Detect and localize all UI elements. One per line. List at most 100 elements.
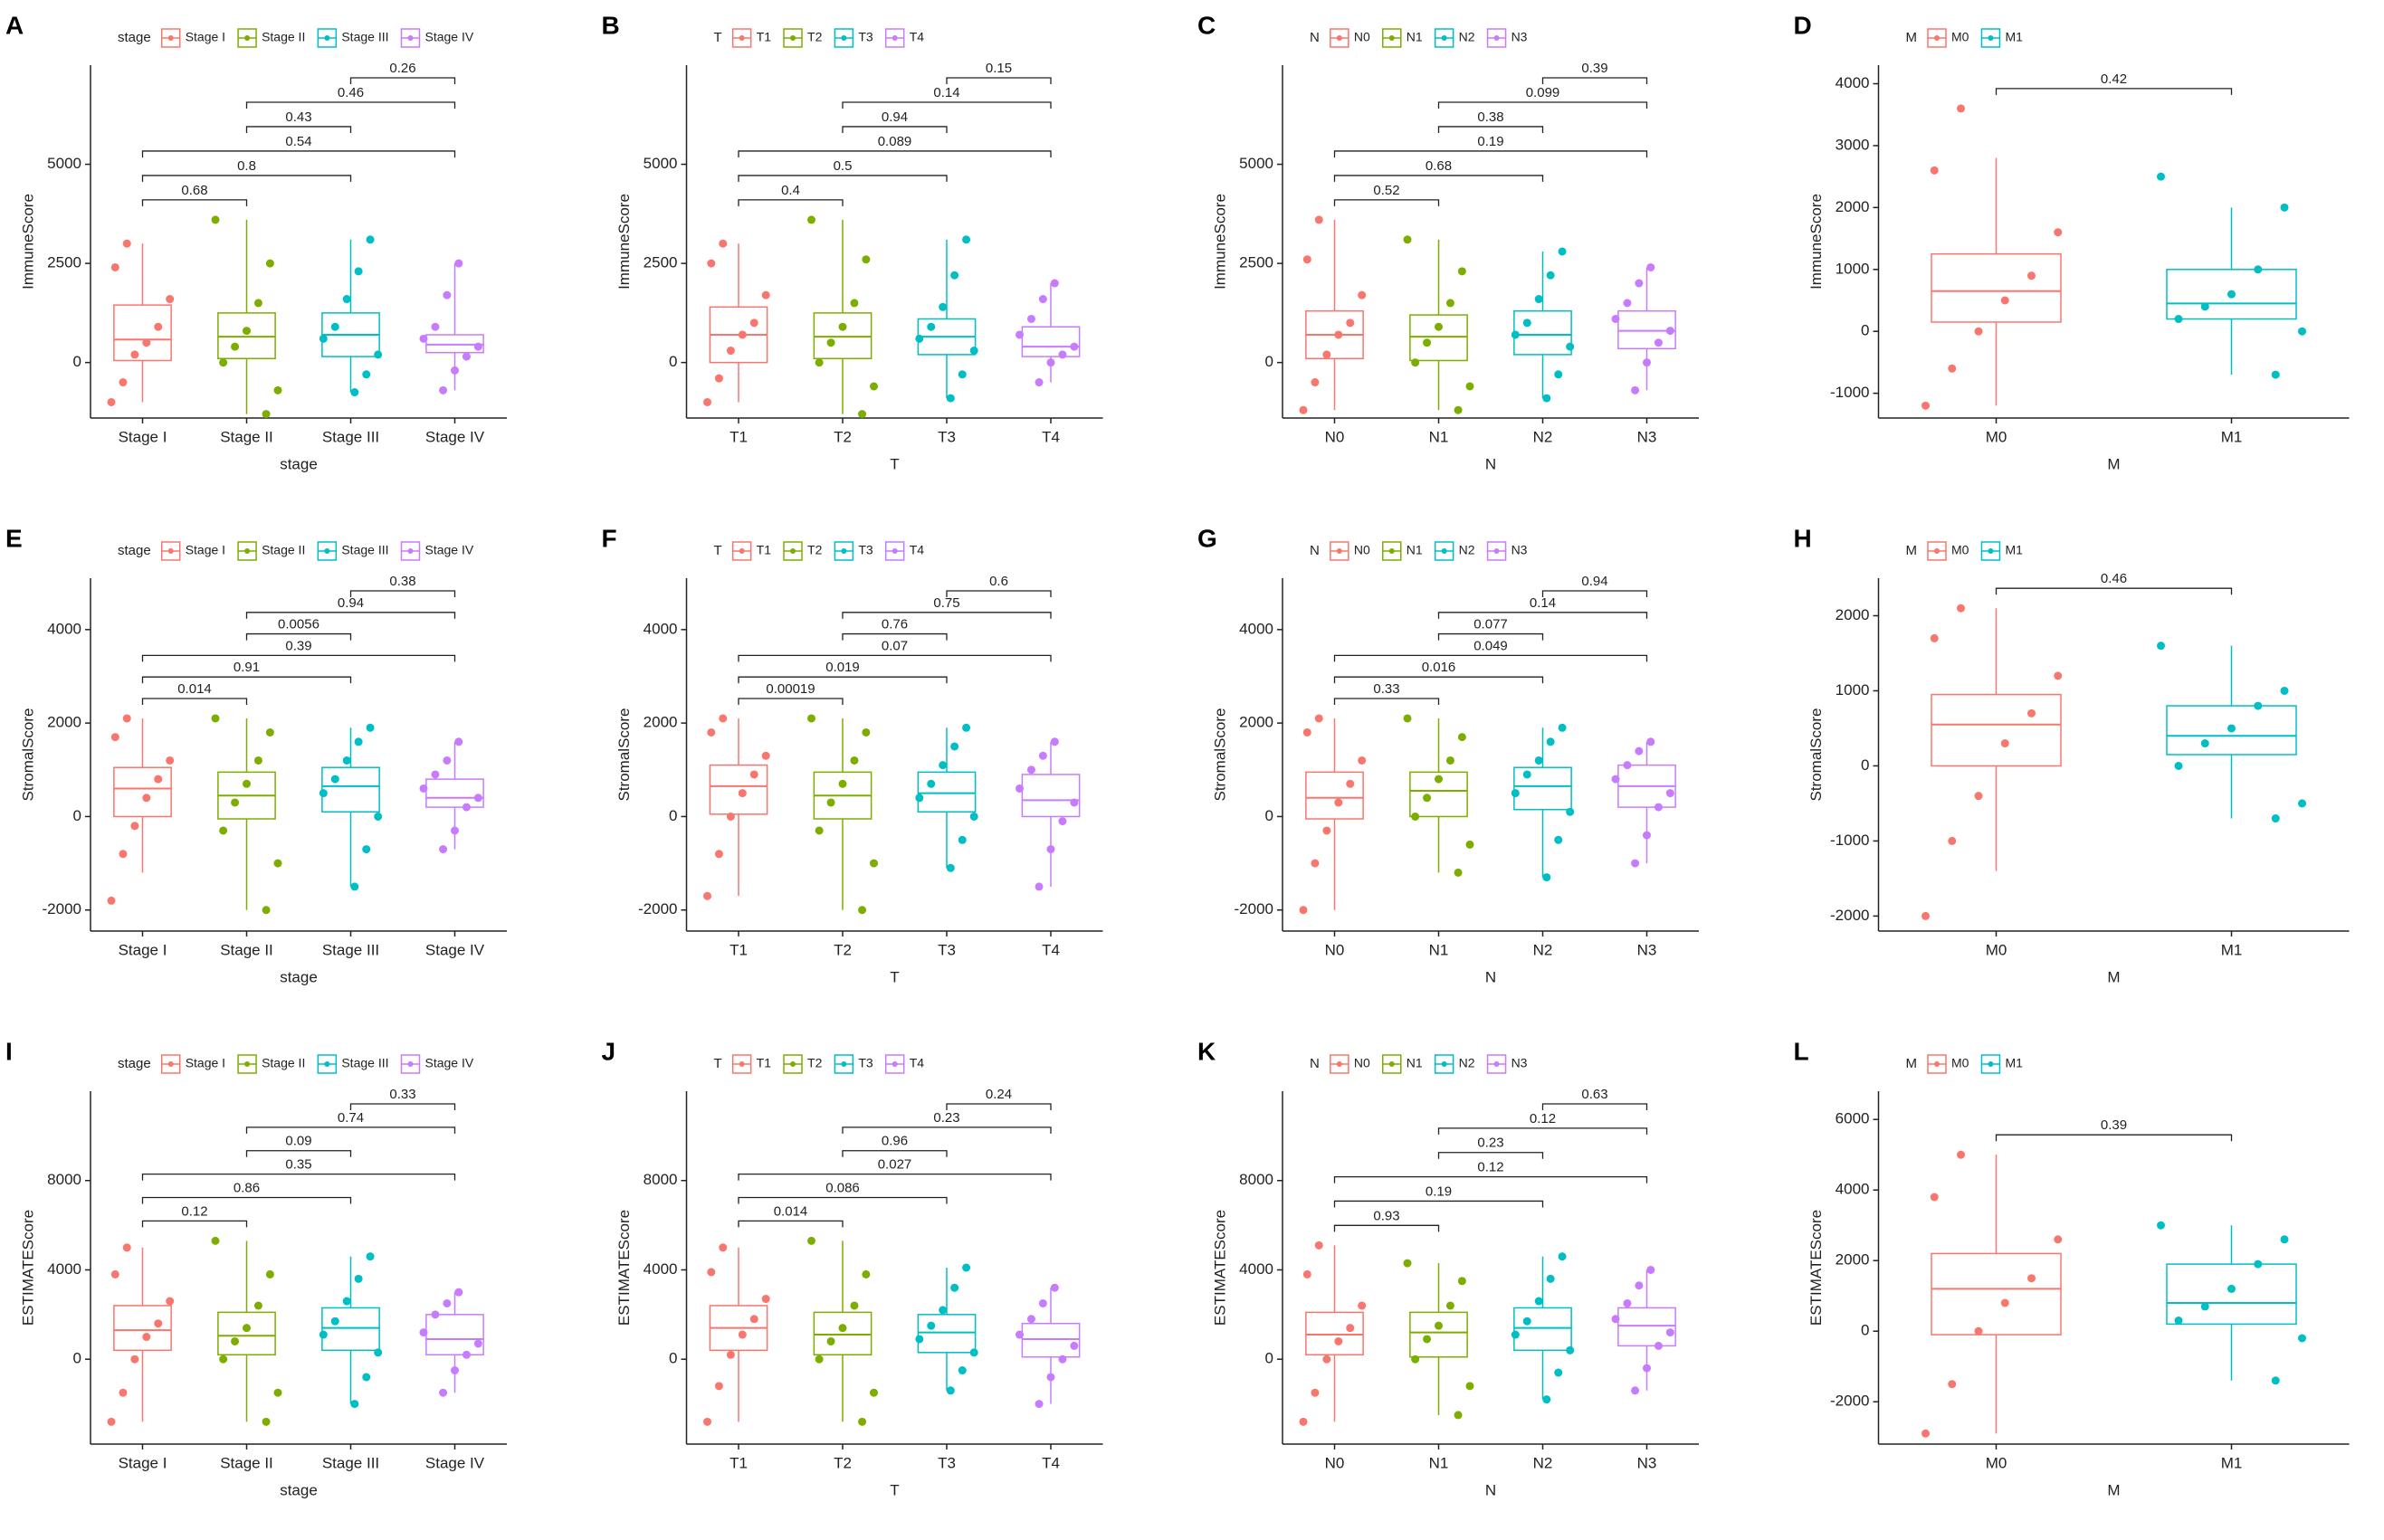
x-axis-label: T [890,455,899,472]
point [219,1355,228,1364]
bracket [141,654,456,662]
point [1058,817,1067,826]
bracket [245,126,352,133]
p-value: 0.0056 [278,617,319,632]
point [915,794,924,803]
point [243,327,251,336]
point [431,322,440,331]
point [1411,358,1420,367]
point [703,397,711,406]
point [1311,1388,1320,1397]
p-value: 0.5 [834,158,853,174]
bracket [245,632,352,641]
bracket [738,676,948,684]
point [243,1324,251,1333]
point [1643,1364,1651,1373]
bracket [1333,175,1544,182]
point [862,255,871,264]
box [2166,269,2297,320]
panel-letter: E [5,524,23,552]
point [1554,835,1563,844]
x-tick-label: T3 [938,428,956,445]
point [2271,370,2280,379]
box [425,778,484,808]
point [815,1355,824,1364]
bracket [1333,676,1544,684]
point [1454,405,1463,414]
legend-title: M [1906,30,1918,45]
point [1046,358,1055,367]
y-tick-label: 0 [1861,1322,1869,1339]
point [462,803,471,812]
p-value: 0.12 [181,1203,207,1219]
point [1635,1281,1644,1290]
point [1302,727,1311,737]
y-axis-label: ImmuneScore [1807,194,1825,290]
y-tick-label: 0 [1265,807,1273,824]
bracket [842,101,1052,109]
point [1654,1341,1663,1350]
y-tick-label: 0 [1861,322,1869,339]
point [2254,265,2263,274]
legend-key-dot [1388,35,1395,41]
y-tick-label: 0 [1861,756,1869,774]
bracket [1333,1200,1544,1208]
x-tick-label: T3 [938,1454,956,1471]
legend-key-dot [1388,548,1395,554]
panel: G N N0 N1 N2 N3 -2000 0 2000 4000 StromalScore N N0 N… [1197,524,1699,985]
x-tick-label: Stage III [322,1454,379,1471]
point [1058,350,1067,359]
panel: L M M0 M1 -2000 0 2000 4000 6000 ESTIMATEScore M M0… [1794,1037,2350,1498]
point [962,235,971,244]
point [2027,708,2036,718]
point [431,1310,440,1319]
x-tick-label: T2 [834,941,852,958]
bracket [1541,590,1648,597]
point [1635,746,1644,756]
legend-key-dot [324,35,330,41]
point [319,334,328,343]
y-tick-label: 4000 [1239,1260,1273,1278]
p-value: 0.077 [1473,617,1508,632]
point [870,382,878,391]
bracket [842,632,948,641]
point [1646,737,1655,746]
point [2174,315,2183,324]
point [2157,172,2165,181]
p-value: 0.089 [878,134,912,149]
point [1299,405,1308,414]
point [362,1373,371,1382]
point [1299,906,1308,915]
x-tick-label: T1 [730,428,748,445]
point [1611,775,1620,784]
p-value: 0.96 [882,1134,908,1149]
bracket [141,150,456,157]
p-value: 0.33 [389,1087,415,1102]
point [1511,330,1520,339]
point [1334,1336,1343,1345]
point [1465,382,1474,391]
point [2254,1260,2263,1269]
box [425,1314,484,1356]
point [761,290,770,299]
x-axis-label: N [1485,968,1496,985]
point [958,1366,967,1375]
y-tick-label: 2000 [47,714,81,731]
point [462,352,471,361]
y-tick-label: -1000 [1830,832,1869,849]
x-tick-label: T4 [1042,941,1060,958]
panel: C N N0 N1 N2 N3 0 2500 5000 ImmuneScore N N0 N1 N2 N3 0… [1197,11,1699,472]
bracket [141,199,248,206]
point [122,714,131,723]
point [719,714,728,723]
p-value: 0.00019 [766,681,815,697]
legend-key-dot [1441,1061,1447,1067]
legend-label: N2 [1459,1056,1475,1070]
point [1542,394,1551,403]
x-tick-label: T4 [1042,428,1060,445]
point [231,798,240,807]
box [1513,1307,1572,1352]
y-tick-label: -1000 [1830,384,1869,401]
x-tick-label: N0 [1325,1454,1345,1471]
